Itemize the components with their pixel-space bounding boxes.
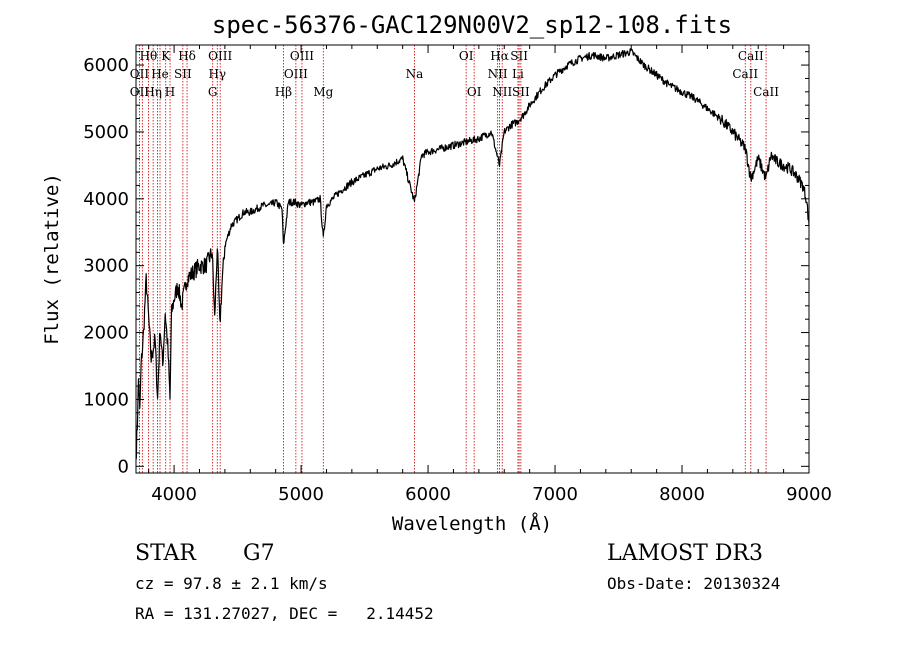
redshift-cz: cz = 97.8 ± 2.1 km/s bbox=[135, 574, 328, 593]
spectral-subclass: G7 bbox=[243, 541, 275, 566]
spectral-line-label: CaII bbox=[753, 85, 779, 99]
coordinates: RA = 131.27027, DEC = 2.14452 bbox=[135, 604, 434, 623]
x-tick-label: 4000 bbox=[151, 484, 197, 505]
survey-name: LAMOST DR3 bbox=[607, 541, 763, 566]
plot-frame bbox=[135, 44, 810, 474]
spectrum-series-line bbox=[135, 48, 810, 460]
x-tick-label: 5000 bbox=[278, 484, 324, 505]
y-tick-label: 3000 bbox=[83, 256, 129, 277]
spectral-line-label: OI bbox=[459, 49, 474, 63]
spectral-line-label: G bbox=[208, 85, 218, 99]
spectral-line-label: Hα bbox=[490, 49, 509, 63]
spectral-line-label: He bbox=[151, 67, 169, 81]
y-tick-label: 4000 bbox=[83, 189, 129, 210]
spectral-line-label: NII bbox=[488, 67, 508, 81]
spectral-line-markers bbox=[139, 45, 767, 473]
y-axis-label: Flux (relative) bbox=[41, 173, 63, 345]
spectral-line-label: H bbox=[165, 85, 175, 99]
y-axis-ticks: 0 1000 2000 3000 4000 5000 6000 bbox=[83, 51, 809, 477]
spectral-line-label: CaII bbox=[732, 67, 758, 81]
spectral-line-label: Hγ bbox=[208, 67, 226, 81]
x-axis-label: Wavelength (Å) bbox=[392, 512, 552, 535]
object-class: STAR bbox=[135, 541, 197, 566]
spectral-line-label: CaII bbox=[738, 49, 764, 63]
spectral-line-label: Hθ bbox=[140, 49, 158, 63]
x-tick-label: 7000 bbox=[532, 484, 578, 505]
x-tick-label: 9000 bbox=[786, 484, 832, 505]
spectral-line-label: NII bbox=[492, 85, 512, 99]
spectral-line-label: Hβ bbox=[275, 85, 292, 99]
spectral-line-label: Hη bbox=[144, 85, 162, 99]
y-tick-label: 5000 bbox=[83, 122, 129, 143]
y-tick-label: 1000 bbox=[83, 389, 129, 410]
spectral-line-label: Hδ bbox=[178, 49, 196, 63]
spectral-line-label: Na bbox=[406, 67, 424, 81]
spectral-line-label: OII bbox=[130, 67, 150, 81]
y-tick-label: 6000 bbox=[83, 55, 129, 76]
spectral-line-label: OIII bbox=[290, 49, 314, 63]
spectral-line-label: Mg bbox=[313, 85, 333, 99]
x-tick-label: 6000 bbox=[405, 484, 451, 505]
spectral-line-label: OI bbox=[467, 85, 482, 99]
y-tick-label: 0 bbox=[118, 456, 129, 477]
chart-title: spec-56376-GAC129N00V2_sp12-108.fits bbox=[212, 11, 732, 39]
spectral-line-label: OIII bbox=[208, 49, 232, 63]
spectral-line-label: SII bbox=[510, 49, 528, 63]
obs-date: Obs-Date: 20130324 bbox=[607, 574, 780, 593]
spectral-line-label: Li bbox=[512, 67, 524, 81]
spectral-line-label: SII bbox=[174, 67, 192, 81]
x-tick-label: 8000 bbox=[659, 484, 705, 505]
spectral-line-label: OIII bbox=[284, 67, 308, 81]
y-tick-label: 2000 bbox=[83, 323, 129, 344]
spectral-line-label: SII bbox=[512, 85, 530, 99]
spectral-line-label: K bbox=[161, 49, 171, 63]
x-axis-ticks: 4000 5000 6000 7000 8000 9000 bbox=[148, 45, 832, 505]
